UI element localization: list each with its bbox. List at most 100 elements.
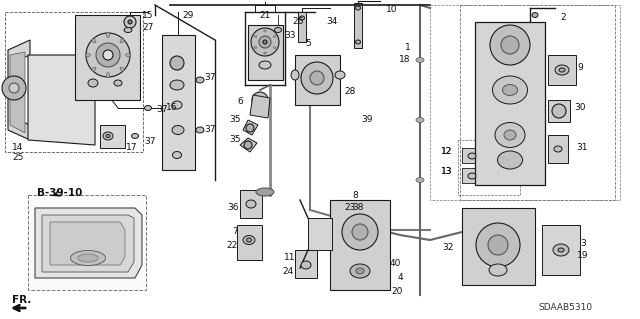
Polygon shape [8,40,30,140]
Bar [548,55,576,85]
Bar [458,140,520,195]
Text: SDAAB5310: SDAAB5310 [538,303,592,313]
Text: 37: 37 [156,106,168,115]
Text: 25: 25 [12,153,24,162]
Text: 37: 37 [144,137,156,146]
Ellipse shape [350,264,370,278]
Bar [28,195,146,290]
Text: 5: 5 [305,39,311,48]
Text: 37: 37 [204,73,216,83]
Text: 26: 26 [292,18,304,26]
Text: 20: 20 [391,287,403,296]
Text: 28: 28 [344,87,356,97]
Ellipse shape [497,151,522,169]
Ellipse shape [92,67,96,71]
Text: 40: 40 [389,258,401,268]
Text: 23: 23 [344,204,356,212]
Polygon shape [35,208,142,278]
Text: 24: 24 [282,268,294,277]
Text: 32: 32 [442,243,454,253]
Circle shape [170,56,184,70]
Circle shape [252,92,268,108]
Text: 3: 3 [580,239,586,248]
Circle shape [103,50,113,60]
Text: 8: 8 [352,190,358,199]
Ellipse shape [125,54,131,56]
Ellipse shape [291,70,299,80]
Bar [78,72,133,94]
Text: 34: 34 [326,18,338,26]
Circle shape [501,36,519,54]
Circle shape [86,33,130,77]
Bar [354,3,362,48]
Ellipse shape [416,177,424,182]
Ellipse shape [88,79,98,87]
Text: 6: 6 [237,98,243,107]
Polygon shape [250,95,270,118]
Ellipse shape [246,238,252,242]
Text: 33: 33 [284,31,296,40]
Text: 21: 21 [259,11,271,19]
Text: 15: 15 [142,11,154,19]
Polygon shape [162,35,195,170]
Ellipse shape [468,173,476,179]
Text: B-39-10: B-39-10 [37,188,83,198]
Ellipse shape [558,248,564,252]
Polygon shape [100,125,125,148]
Text: 27: 27 [142,24,154,33]
Ellipse shape [70,250,106,265]
Text: 19: 19 [577,250,589,259]
Text: 14: 14 [12,144,24,152]
Circle shape [259,36,271,48]
Ellipse shape [172,125,184,135]
Text: 22: 22 [227,241,237,250]
Text: 12: 12 [442,147,452,157]
Bar [460,5,615,200]
Polygon shape [462,208,535,285]
Ellipse shape [416,57,424,63]
Polygon shape [10,52,25,133]
Circle shape [96,43,120,67]
Ellipse shape [256,188,274,196]
Ellipse shape [300,16,305,20]
Polygon shape [475,22,545,185]
Ellipse shape [172,101,182,109]
Text: 11: 11 [284,253,296,262]
Text: 35: 35 [229,136,241,145]
Text: 16: 16 [166,103,178,113]
Text: 29: 29 [182,11,194,19]
Circle shape [301,62,333,94]
Ellipse shape [502,85,518,95]
Circle shape [251,28,279,56]
Text: 31: 31 [576,143,588,152]
Polygon shape [75,15,140,100]
Ellipse shape [355,6,360,10]
Ellipse shape [554,146,562,152]
Text: 18: 18 [399,56,411,64]
Ellipse shape [504,130,516,140]
Bar [240,190,262,218]
Text: 7: 7 [232,227,238,236]
Circle shape [490,25,530,65]
Ellipse shape [120,39,124,43]
Polygon shape [243,120,258,135]
Ellipse shape [78,254,98,262]
Text: 13: 13 [441,167,452,176]
Ellipse shape [106,135,110,137]
Bar [542,225,580,275]
Ellipse shape [246,200,256,208]
Bar [295,250,317,278]
Ellipse shape [416,117,424,122]
Ellipse shape [243,235,255,244]
Ellipse shape [120,67,124,71]
Ellipse shape [131,133,138,138]
Polygon shape [28,55,95,145]
Ellipse shape [196,77,204,83]
Ellipse shape [555,65,569,75]
Text: 17: 17 [126,144,138,152]
Ellipse shape [145,106,152,110]
Ellipse shape [468,153,476,159]
Circle shape [9,83,19,93]
Circle shape [352,224,368,240]
Ellipse shape [273,35,276,38]
